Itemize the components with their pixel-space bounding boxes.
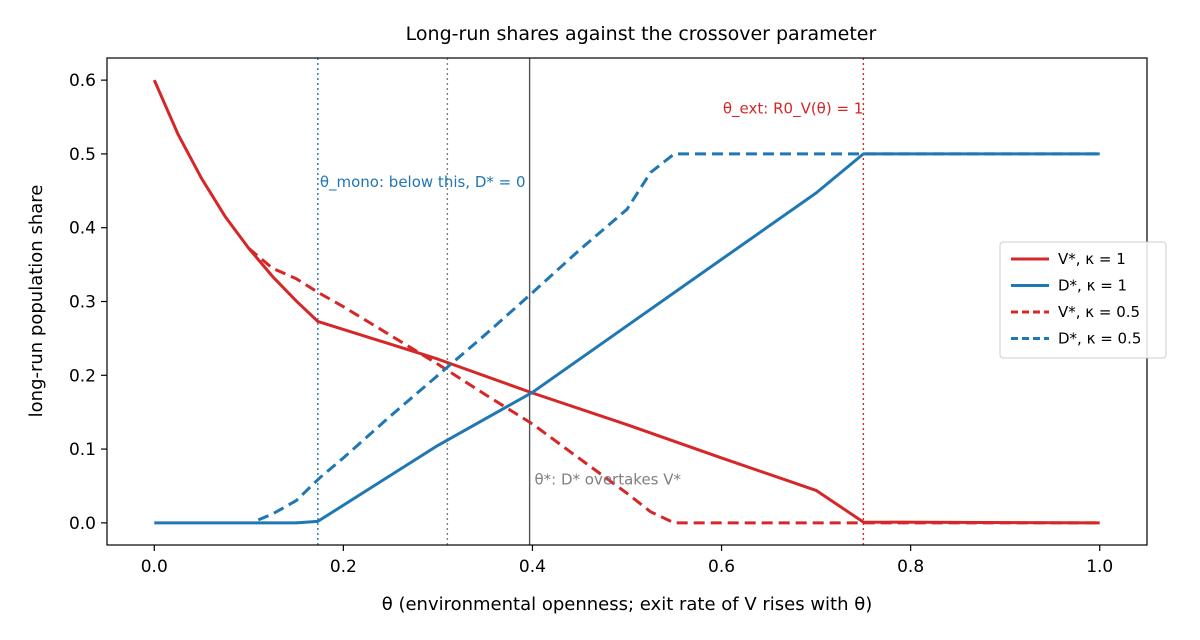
x-axis-label: θ (environmental openness; exit rate of … (382, 594, 873, 615)
x-tick-label-3: 0.6 (708, 557, 735, 577)
annotation-1: θ_ext: R0_V(θ) = 1 (723, 99, 863, 118)
series-lines (152, 79, 1100, 525)
y-tick-label-2: 0.2 (69, 366, 96, 386)
annotations: θ_mono: below this, D* = 0 θ_ext: R0_V(θ)… (320, 99, 864, 488)
reference-lines (317, 58, 865, 545)
series-line-2 (247, 247, 1100, 525)
y-axis-label: long-run population share (26, 185, 47, 418)
x-axis-ticks: 0.0 0.2 0.4 0.6 0.8 1.0 (141, 545, 1113, 577)
chart-title: Long-run shares against the crossover pa… (406, 23, 877, 45)
x-tick-label-1: 0.2 (330, 557, 357, 577)
y-tick-label-0: 0.0 (69, 514, 96, 534)
x-tick-label-2: 0.4 (519, 557, 546, 577)
x-tick-label-0: 0.0 (141, 557, 168, 577)
annotation-2: θ*: D* overtakes V* (534, 470, 681, 488)
x-tick-label-5: 1.0 (1086, 557, 1113, 577)
y-tick-label-5: 0.5 (69, 145, 96, 165)
series-line-1 (154, 152, 1100, 525)
y-axis-ticks: 0.0 0.1 0.2 0.3 0.4 0.5 0.6 (69, 71, 107, 534)
series-line-3 (257, 152, 1100, 522)
legend-label-1: D*, κ = 1 (1058, 277, 1127, 295)
y-tick-label-3: 0.3 (69, 293, 96, 313)
annotation-0: θ_mono: below this, D* = 0 (320, 173, 526, 192)
legend: V*, κ = 1 D*, κ = 1 V*, κ = 0.5 D*, κ = 0.5 (999, 241, 1167, 359)
legend-label-2: V*, κ = 0.5 (1058, 303, 1140, 321)
y-tick-label-4: 0.4 (69, 219, 96, 239)
legend-box (999, 241, 1167, 359)
x-tick-label-4: 0.8 (897, 557, 924, 577)
legend-label-3: D*, κ = 0.5 (1058, 330, 1141, 348)
y-tick-label-1: 0.1 (69, 440, 96, 460)
legend-label-0: V*, κ = 1 (1058, 250, 1126, 268)
y-tick-label-6: 0.6 (69, 71, 96, 91)
series-line-0 (152, 79, 1100, 525)
